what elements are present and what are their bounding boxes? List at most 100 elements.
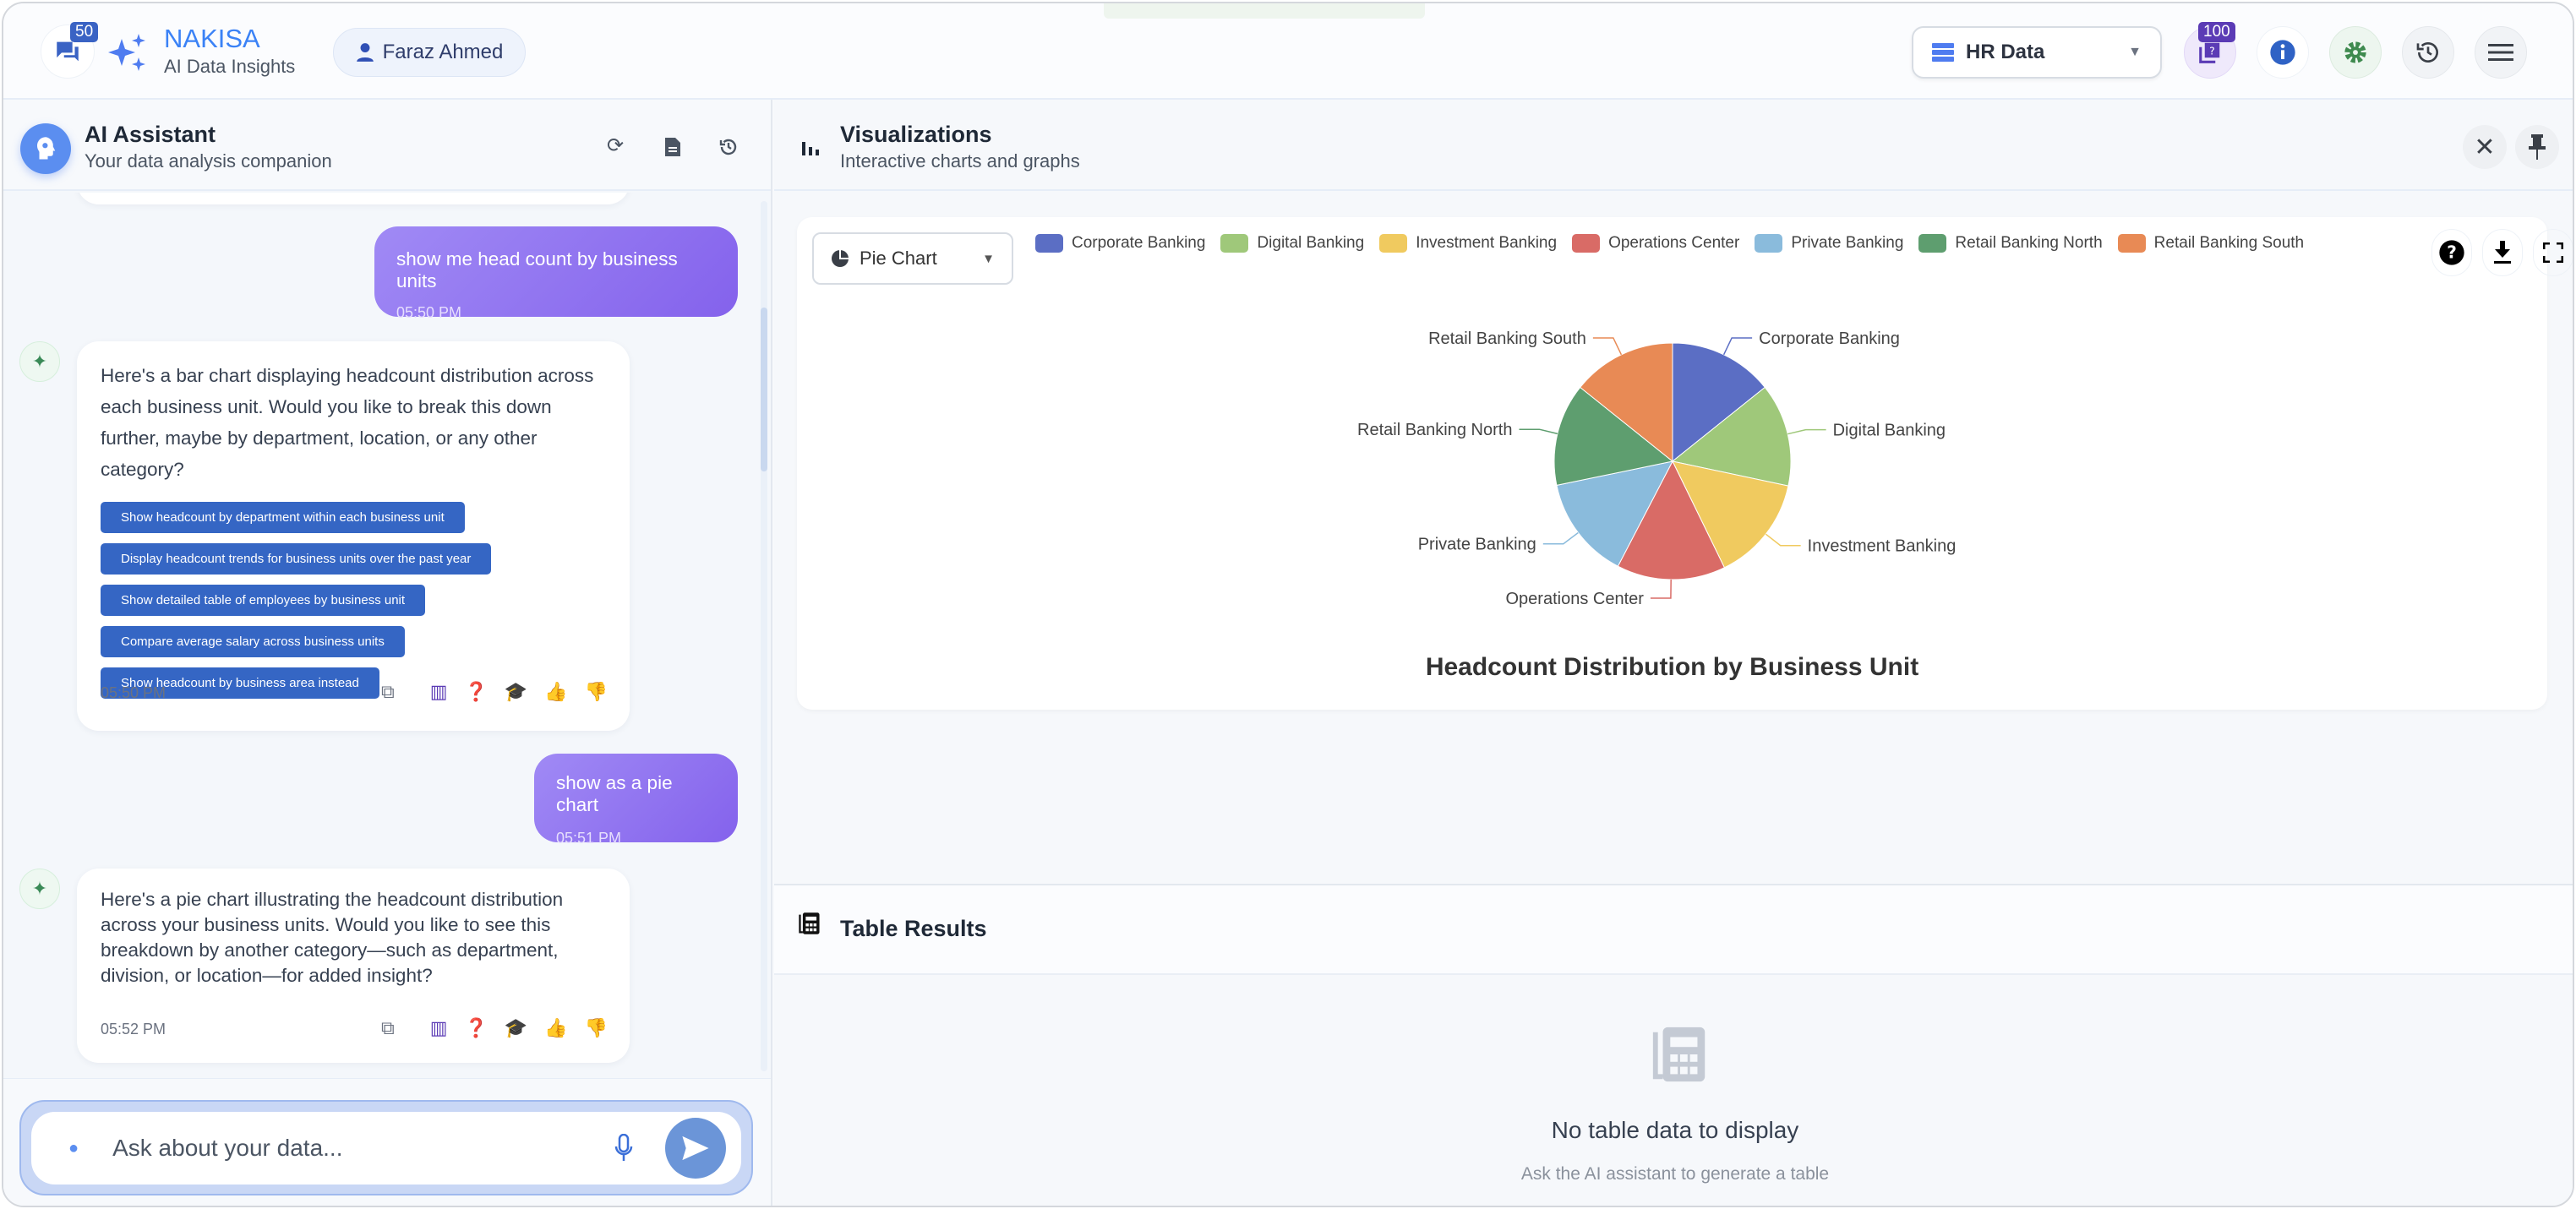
chart-help-button[interactable]: ? [2431, 229, 2472, 276]
leader-line [1519, 428, 1558, 435]
suggestion-button[interactable]: Show detailed table of employees by busi… [101, 585, 426, 616]
legend-item[interactable]: Investment Banking [1379, 234, 1557, 253]
assistant-header: AI Assistant Your data analysis companio… [3, 100, 771, 191]
ai-avatar: ✦ [19, 869, 60, 909]
message-actions: ⧉ ▥ ❓ 🎓 👍 👎 [381, 681, 608, 703]
leader-line [1650, 579, 1672, 599]
question-library-icon: ? [2199, 42, 2220, 63]
pie-slice[interactable] [1671, 386, 1792, 487]
help-icon[interactable]: ❓ [464, 1017, 488, 1038]
legend-label: Investment Banking [1416, 234, 1558, 253]
chat-count-badge: 50 [70, 22, 99, 42]
message-text: show me head count by business units [396, 248, 678, 291]
legend-swatch [1379, 234, 1408, 253]
leader-line [1765, 533, 1801, 547]
visualizations-header: Visualizations Interactive charts and gr… [774, 100, 2573, 191]
slice-label: Private Banking [1418, 536, 1536, 554]
pie-slice[interactable] [1556, 460, 1673, 567]
chart-fullscreen-button[interactable] [2533, 229, 2573, 276]
legend-label: Digital Banking [1257, 234, 1365, 253]
copy-icon[interactable]: ⧉ [381, 681, 395, 702]
sparkle-icon: ✦ [31, 351, 48, 372]
message-time: 05:52 PM [101, 1021, 166, 1037]
copy-icon[interactable]: ⧉ [381, 1017, 395, 1038]
legend-item[interactable]: Operations Center [1572, 234, 1739, 253]
ai-message: Here's a pie chart illustrating the head… [77, 869, 630, 1063]
pie-slice[interactable] [1553, 386, 1674, 487]
legend-item[interactable]: Digital Banking [1220, 234, 1364, 253]
chat-scrollbar[interactable] [761, 201, 767, 1071]
brain-head-icon [37, 137, 56, 160]
legend-item[interactable]: Corporate Banking [1035, 234, 1205, 253]
questions-button[interactable]: ? 100 [2184, 22, 2236, 79]
datasource-select[interactable]: HR Data ▼ [1912, 26, 2162, 79]
questions-count-badge: 100 [2198, 22, 2235, 42]
previous-message [77, 193, 630, 204]
document-icon[interactable] [664, 137, 681, 157]
pie-slice[interactable] [1672, 460, 1789, 569]
visualizations-subtitle: Interactive charts and graphs [840, 150, 1080, 172]
legend-label: Operations Center [1608, 234, 1740, 253]
legend-label: Retail Banking North [1955, 234, 2103, 253]
legend-item[interactable]: Retail Banking South [2117, 234, 2305, 253]
table-results-header: Table Results [774, 884, 2573, 975]
info-icon [2270, 40, 2295, 65]
pin-button[interactable] [2515, 125, 2559, 169]
chevron-down-icon: ▼ [2128, 45, 2142, 59]
user-message: show me head count by business units 05:… [374, 226, 738, 321]
message-text: Here's a bar chart displaying headcount … [101, 365, 594, 480]
slice-label: Retail Banking South [1428, 329, 1586, 348]
chevron-down-icon: ▼ [982, 251, 995, 266]
pie-slice[interactable] [1672, 342, 1766, 463]
learn-icon[interactable]: 🎓 [504, 1017, 528, 1038]
slice-label: Investment Banking [1808, 537, 1957, 556]
message-time: 05:50 PM [396, 304, 462, 321]
thumbs-up-icon[interactable]: 👍 [544, 1017, 568, 1038]
chart-type-value: Pie Chart [860, 248, 937, 269]
legend-item[interactable]: Retail Banking North [1918, 234, 2103, 253]
pie-chart: Corporate Banking Digital Banking Investme… [1357, 329, 1957, 608]
chat-messages: show me head count by business units 05:… [3, 193, 771, 1076]
chart-card: Pie Chart ▼ Corporate Banking Digital Ban… [797, 217, 2573, 710]
legend-item[interactable]: Private Banking [1755, 234, 1903, 253]
menu-button[interactable] [2475, 26, 2527, 79]
suggestion-button[interactable]: Compare average salary across business u… [101, 626, 405, 657]
thumbs-down-icon[interactable]: 👎 [584, 681, 609, 702]
message-actions: ⧉ ▥ ❓ 🎓 👍 👎 [381, 1017, 608, 1039]
thumbs-up-icon[interactable]: 👍 [544, 681, 568, 702]
scrollbar-thumb[interactable] [761, 308, 767, 471]
suggestion-button[interactable]: Display headcount trends for business un… [101, 543, 492, 575]
chart-icon[interactable]: ▥ [429, 681, 448, 702]
ai-message: Here's a bar chart displaying headcount … [77, 341, 630, 731]
assistant-avatar [20, 123, 71, 174]
refresh-icon[interactable]: ⟳ [607, 134, 625, 157]
send-button[interactable] [665, 1118, 726, 1179]
chat-history-icon[interactable] [718, 137, 739, 157]
help-icon[interactable]: ❓ [464, 681, 488, 702]
learn-icon[interactable]: 🎓 [504, 681, 528, 702]
legend-label: Retail Banking South [2153, 234, 2305, 253]
chat-history-button[interactable]: 50 [41, 22, 99, 79]
settings-button[interactable] [2329, 26, 2382, 79]
top-header: 50 NAKISA AI Data Insights Faraz Ahmed H… [3, 3, 2573, 100]
leader-line [1592, 337, 1623, 356]
microphone-icon[interactable] [614, 1134, 633, 1163]
chart-icon[interactable]: ▥ [429, 1017, 448, 1038]
chart-download-button[interactable] [2482, 229, 2523, 276]
ai-avatar: ✦ [19, 341, 60, 382]
close-button[interactable]: ✕ [2463, 125, 2507, 169]
pie-slice[interactable] [1580, 342, 1673, 463]
history-button[interactable] [2402, 26, 2454, 79]
slice-label: Retail Banking North [1357, 421, 1512, 439]
chart-type-select[interactable]: Pie Chart ▼ [812, 232, 1013, 285]
sparkle-logo-icon [108, 34, 145, 71]
suggestion-button[interactable]: Show headcount by business area instead [101, 667, 379, 699]
pie-chart-icon [832, 250, 849, 267]
thumbs-down-icon[interactable]: 👎 [584, 1017, 609, 1038]
user-profile-button[interactable]: Faraz Ahmed [333, 28, 526, 77]
svg-text:?: ? [2209, 45, 2215, 57]
suggestion-button[interactable]: Show headcount by department within each… [101, 502, 465, 533]
chat-input[interactable]: ● Ask about your data... [31, 1112, 741, 1184]
app-subtitle: AI Data Insights [164, 56, 296, 77]
info-button[interactable] [2257, 26, 2309, 79]
